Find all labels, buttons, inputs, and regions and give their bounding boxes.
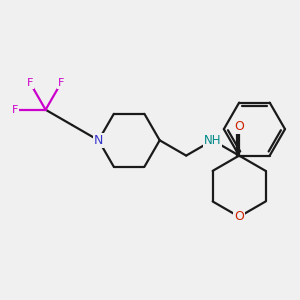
Text: F: F (27, 78, 34, 88)
Text: F: F (12, 105, 18, 115)
Text: NH: NH (204, 134, 221, 147)
Text: O: O (234, 120, 244, 133)
Text: N: N (94, 134, 103, 147)
Text: O: O (234, 210, 244, 223)
Text: F: F (58, 78, 64, 88)
